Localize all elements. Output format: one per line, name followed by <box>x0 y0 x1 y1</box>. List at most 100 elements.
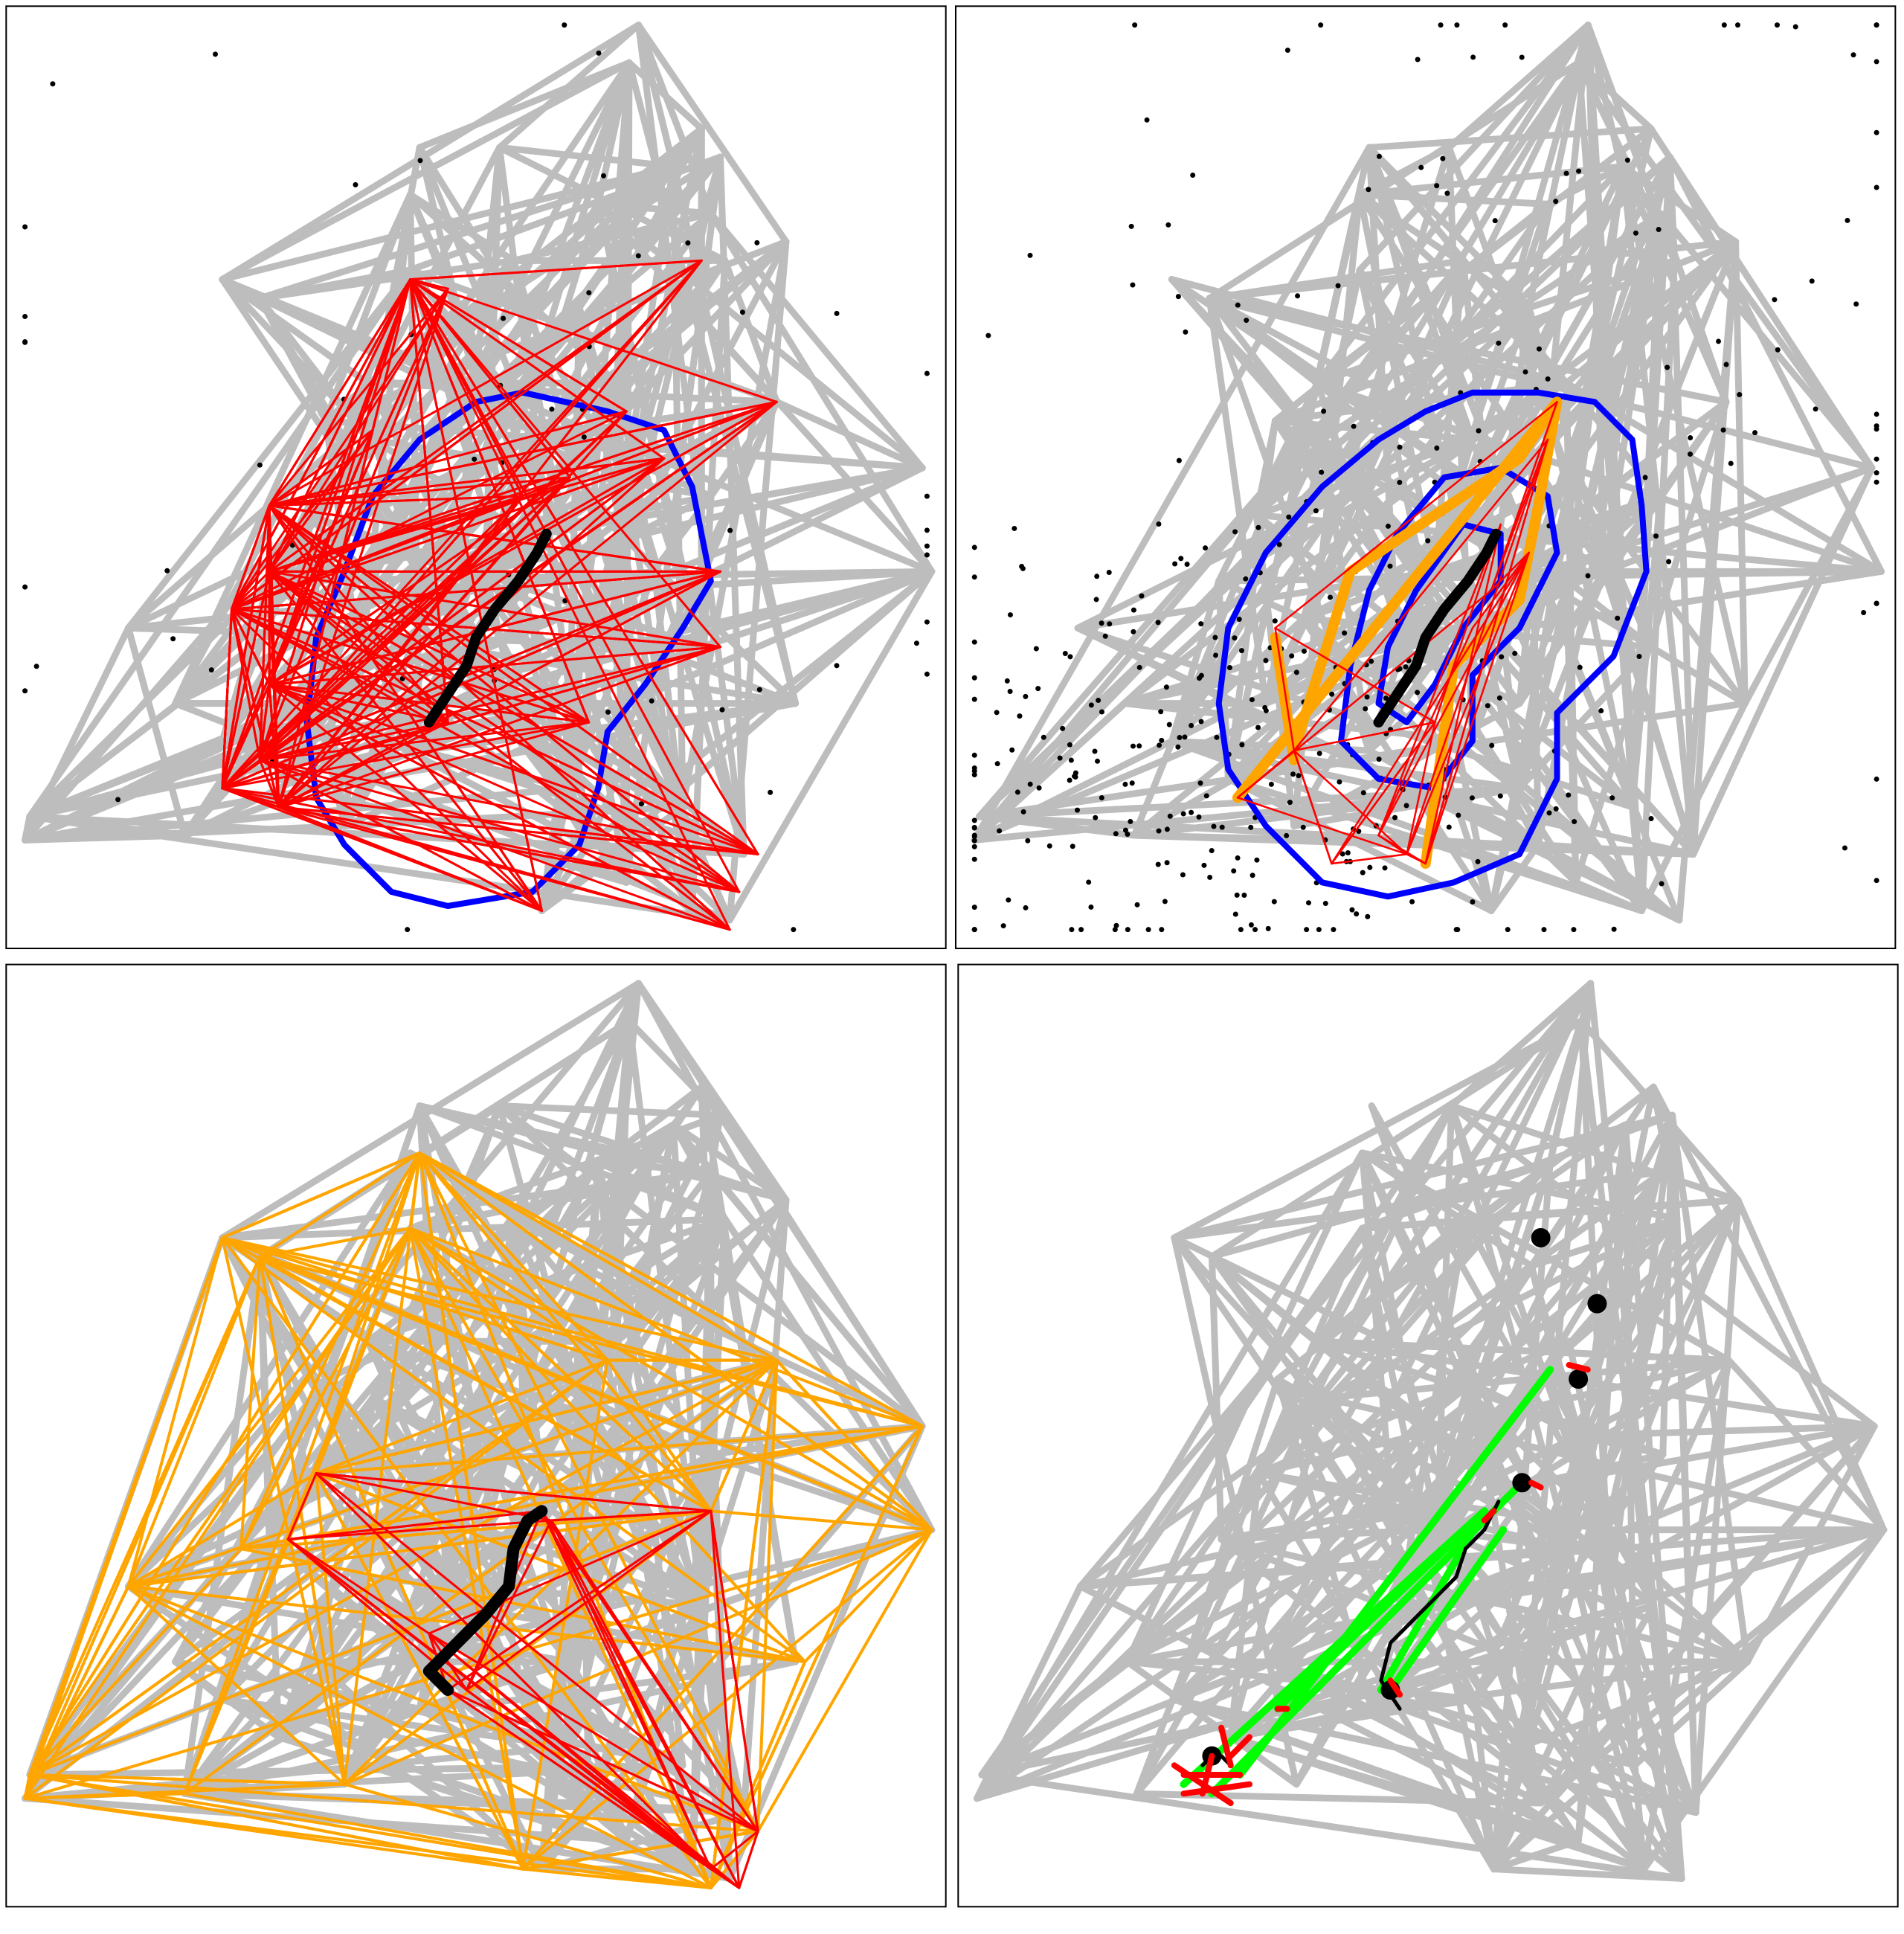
gray-edge <box>1224 775 1495 914</box>
scatter-point <box>1295 293 1301 299</box>
scatter-point <box>1861 610 1867 616</box>
scatter-point <box>1099 795 1104 801</box>
gray-edge <box>707 398 780 500</box>
red-marker <box>1528 1480 1544 1491</box>
red-edge <box>409 278 721 649</box>
red-edge <box>1293 749 1408 855</box>
scatter-point <box>1000 923 1006 929</box>
orange-edge <box>239 1546 807 1663</box>
black-path <box>1379 1500 1501 1711</box>
scatter-point <box>1020 565 1026 571</box>
scatter-point <box>994 710 1000 716</box>
scatter-point <box>1446 824 1452 830</box>
panel-bottom-left <box>5 963 947 1908</box>
gray-edge <box>125 125 705 632</box>
orange-edge <box>408 1227 924 1428</box>
red-edge <box>1406 551 1530 855</box>
scatter-point <box>1345 849 1351 855</box>
gray-edge <box>322 125 705 425</box>
red-edge <box>268 278 412 507</box>
gray-edge <box>1575 1432 1667 1458</box>
scatter-point <box>739 309 745 315</box>
gray-edge <box>1673 1215 1699 1816</box>
scatter-point <box>1069 927 1075 933</box>
scatter-point <box>834 663 840 669</box>
scatter-point <box>1382 865 1388 871</box>
scatter-point <box>1434 445 1440 451</box>
gray-edge <box>1359 1224 1545 1807</box>
scatter-point <box>1182 734 1188 740</box>
gray-edge <box>1528 1262 1610 1534</box>
red-marker <box>1218 1724 1234 1769</box>
gray-edge <box>1603 1526 1685 1882</box>
scatter-point <box>1157 742 1162 748</box>
orange-edge <box>775 1358 933 1532</box>
orange-edge <box>408 1227 807 1663</box>
scatter-point <box>1775 22 1781 28</box>
gray-edge <box>416 1102 621 1552</box>
scatter-point <box>1289 653 1295 659</box>
gray-edge <box>181 1790 733 1882</box>
scatter-point <box>1475 858 1481 864</box>
red-edge <box>315 1472 759 1833</box>
scatter-point <box>1716 338 1722 344</box>
red-edge-group <box>1236 401 1558 865</box>
scatter-point <box>33 664 39 669</box>
red-edge <box>409 278 741 893</box>
scatter-point <box>1130 607 1136 613</box>
scatter-point <box>1241 892 1247 898</box>
gray-edge <box>416 1658 573 1712</box>
scatter-point <box>1132 22 1138 28</box>
gray-edge <box>1171 1696 1648 1873</box>
gray-edge <box>1666 153 1885 575</box>
scatter-point <box>1339 851 1345 857</box>
scatter-point <box>22 688 28 694</box>
gray-edge <box>1575 1121 1629 1845</box>
gray-edge <box>1488 474 1580 914</box>
scatter-point <box>1499 654 1505 660</box>
gray-edge <box>510 210 715 264</box>
orange-edge <box>220 1236 609 1362</box>
red-edge <box>286 1472 318 1541</box>
orange-edge <box>28 1255 262 1776</box>
scatter-point <box>596 50 602 56</box>
gray-edge <box>707 1168 926 1430</box>
orange-edge <box>418 1151 779 1362</box>
red-edge <box>710 1830 759 1871</box>
scatter-point <box>164 568 170 574</box>
red-edge <box>221 400 778 790</box>
scatter-point <box>1255 725 1261 730</box>
gray-edge <box>1302 1196 1742 1581</box>
scatter-point <box>1577 664 1583 670</box>
scatter-point <box>1752 430 1758 436</box>
orange-edge <box>408 1227 933 1532</box>
gray-edge <box>1668 1111 1752 1665</box>
gray-edge <box>322 191 414 425</box>
gray-edge <box>1603 1196 1742 1534</box>
gray-edge <box>496 1102 936 1534</box>
gray-edge <box>1692 1196 1742 1816</box>
gray-edge <box>22 436 376 844</box>
gray-edge <box>1445 144 1608 575</box>
red-edge <box>221 787 741 893</box>
scatter-point <box>586 290 592 296</box>
scatter-point <box>1874 59 1879 65</box>
red-edge <box>409 278 449 724</box>
scatter-point <box>1235 302 1241 308</box>
scatter-point <box>1219 824 1225 830</box>
gray-edge <box>1356 191 1608 575</box>
scatter-point <box>1284 832 1290 838</box>
red-edge <box>258 278 412 762</box>
red-edge <box>221 457 666 790</box>
red-edge <box>221 278 412 790</box>
scatter-point <box>1723 362 1729 367</box>
green-edge <box>1236 1366 1554 1779</box>
scatter-point <box>924 493 930 499</box>
scatter-point <box>1576 168 1582 174</box>
scatter-point <box>1025 838 1031 844</box>
red-edge <box>277 570 721 809</box>
red-edge <box>277 287 449 809</box>
gray-edge <box>1366 125 1655 151</box>
scatter-point <box>971 927 977 933</box>
red-edge <box>409 278 524 498</box>
